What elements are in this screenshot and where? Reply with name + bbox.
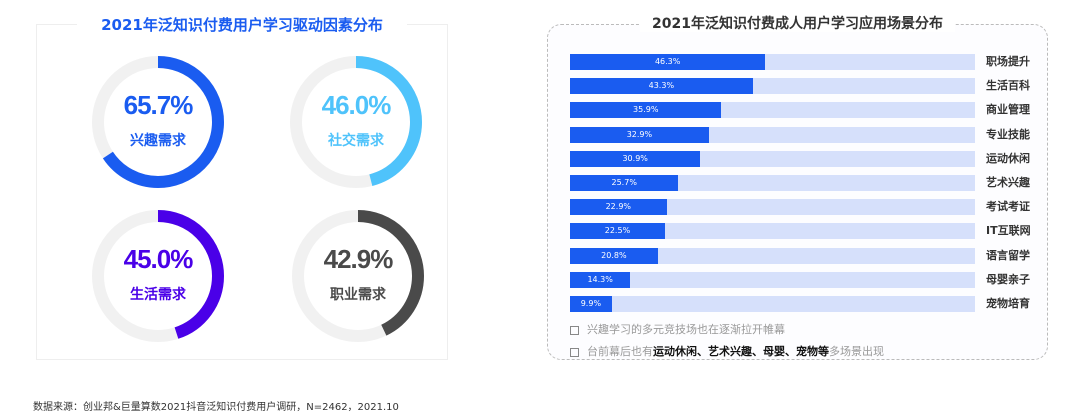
bar-row: 46.3% 职场提升 [570, 54, 1050, 70]
donut-svg [92, 56, 224, 188]
donut-svg [92, 210, 224, 342]
divider [37, 24, 77, 25]
category-label: 考试考证 [986, 200, 1030, 214]
bar-value-label: 32.9% [626, 129, 653, 139]
donut-svg [292, 210, 424, 342]
bar-row: 43.3% 生活百科 [570, 78, 1050, 95]
bar-track [570, 247, 975, 264]
bar-track [570, 271, 975, 288]
bar: 35.9% [570, 102, 722, 119]
bar: 9.9% [570, 296, 612, 312]
category-label: 商业管理 [986, 103, 1030, 117]
category-label: 专业技能 [986, 127, 1030, 141]
bar-value-label: 20.8% [601, 250, 627, 260]
bar-row: 35.9% 商业管理 [570, 102, 1050, 119]
bar-value-label: 22.9% [605, 202, 632, 212]
donut-4: 42.9% 职业需求 [288, 206, 428, 346]
bar-row: 14.3% 母婴亲子 [570, 271, 1050, 288]
bar-value-label: 25.7% [611, 178, 637, 187]
donut-2: 46.0% 社交需求 [286, 52, 426, 192]
bar: 20.8% [570, 247, 658, 264]
category-label: 语言留学 [986, 248, 1030, 262]
checkbox-icon [570, 347, 579, 357]
category-label: 艺术兴趣 [986, 176, 1030, 189]
donut-label: 职业需求 [330, 287, 386, 303]
bar: 30.9% [570, 150, 701, 167]
bar-value-label: 30.9% [622, 153, 648, 163]
bar-value-label: 46.3% [654, 57, 681, 66]
bar-row: 25.7% 艺术兴趣 [570, 175, 1050, 191]
note-text: 多场景出现 [829, 345, 884, 358]
bar: 32.9% [570, 126, 709, 143]
donut-value: 42.9% [323, 244, 394, 274]
note-highlight: 运动休闲、艺术兴趣、母婴、宠物等 [653, 345, 829, 358]
bar-track [570, 199, 975, 216]
bar: 46.3% [570, 54, 766, 70]
donut-label: 社交需求 [328, 133, 384, 149]
note: 兴趣学习的多元竞技场也在逐渐拉开帷幕 [570, 321, 785, 337]
bar: 43.3% [570, 78, 753, 95]
bar-row: 32.9% 专业技能 [570, 126, 1050, 143]
bar-value-label: 43.3% [648, 81, 675, 91]
donut-label: 兴趣需求 [130, 133, 186, 149]
note-text: 兴趣学习的多元竞技场也在逐渐拉开帷幕 [587, 323, 785, 336]
donut-arc [92, 210, 224, 342]
category-label: IT互联网 [986, 224, 1031, 238]
bar-row: 9.9% 宠物培育 [570, 296, 1050, 312]
bar: 22.9% [570, 199, 667, 216]
category-label: 宠物培育 [986, 297, 1030, 310]
bar-row: 22.9% 考试考证 [570, 199, 1050, 216]
driver-panel: 2021年泛知识付费用户学习驱动因素分布 65.7% 兴趣需求 46.0% 社交… [36, 16, 448, 360]
bar: 14.3% [570, 271, 631, 288]
divider [407, 24, 447, 25]
category-label: 生活百科 [986, 79, 1030, 93]
donut-arc [292, 210, 424, 342]
scenario-panel: 2021年泛知识付费成人用户学习应用场景分布 46.3% 职场提升 43.3% … [547, 16, 1050, 360]
category-label: 母婴亲子 [986, 272, 1030, 286]
checkbox-icon [570, 325, 579, 335]
bar-row: 22.5% IT互联网 [570, 223, 1050, 240]
bar: 25.7% [570, 175, 679, 191]
bar-value-label: 14.3% [587, 274, 613, 284]
donut-svg [290, 56, 422, 188]
note-text: 台前幕后也有 [587, 345, 653, 358]
source-footnote: 数据来源：创业邦&巨量算数2021抖音泛知识付费用户调研，N=2462，2021… [33, 402, 399, 413]
bar-track [570, 223, 975, 240]
donut-arc [92, 56, 224, 188]
note: 台前幕后也有运动休闲、艺术兴趣、母婴、宠物等多场景出现 [570, 343, 884, 359]
bar-value-label: 9.9% [580, 299, 602, 308]
donut-value: 65.7% [123, 90, 194, 120]
donut-label: 生活需求 [130, 287, 186, 303]
donut-value: 46.0% [321, 90, 392, 120]
bar-value-label: 22.5% [604, 226, 631, 236]
bar: 22.5% [570, 223, 665, 240]
bar-track [570, 296, 975, 312]
chart-title: 2021年泛知识付费成人用户学习应用场景分布 [640, 16, 955, 32]
chart-title: 2021年泛知识付费用户学习驱动因素分布 [91, 16, 393, 34]
bar-row: 20.8% 语言留学 [570, 247, 1050, 264]
donut-value: 45.0% [123, 244, 194, 274]
category-label: 职场提升 [986, 55, 1030, 68]
donut-3: 45.0% 生活需求 [88, 206, 228, 346]
donut-1: 65.7% 兴趣需求 [88, 52, 228, 192]
bar-value-label: 35.9% [633, 105, 659, 115]
donut-arc [290, 56, 422, 188]
category-label: 运动休闲 [986, 151, 1030, 165]
bar-row: 30.9% 运动休闲 [570, 150, 1050, 167]
